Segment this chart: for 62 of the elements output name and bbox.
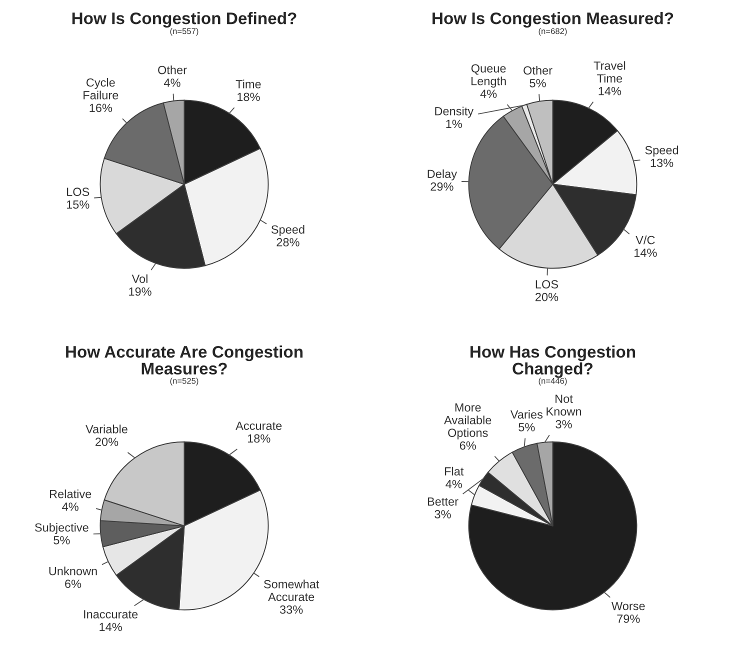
slice-label: Not Known: [546, 394, 582, 416]
data-label: 79%: [617, 614, 640, 623]
slice-label: Variable: [86, 424, 128, 434]
data-label: 3%: [434, 510, 451, 518]
slice-label: Queue Length: [471, 64, 506, 88]
data-label: 18%: [248, 434, 270, 443]
data-label: 4%: [62, 502, 78, 511]
data-label: 3%: [556, 420, 572, 428]
data-label: 20%: [96, 438, 118, 446]
data-label: 4%: [446, 480, 462, 488]
data-label: 33%: [280, 605, 303, 614]
slice-label: Other: [524, 66, 552, 75]
slice-label: Subjective: [34, 523, 88, 534]
chart-title: How Is Congestion Measured?: [432, 12, 674, 28]
slice-label: Density: [435, 106, 474, 118]
data-label: 5%: [530, 79, 546, 88]
slice-label: Flat: [445, 466, 464, 476]
slice-label: LOS: [536, 280, 558, 288]
slice-label: Better: [428, 497, 458, 506]
slice-label: Speed: [271, 225, 304, 236]
slice-label: Worse: [611, 602, 645, 610]
slice-label: Accurate: [236, 422, 282, 430]
data-label: 4%: [480, 90, 497, 98]
slice-label: Unknown: [49, 566, 97, 576]
slice-label: Other: [158, 66, 187, 74]
data-label: 6%: [65, 580, 82, 588]
data-label: 14%: [100, 622, 122, 632]
chart-subtitle: (n=557): [170, 28, 198, 36]
data-label: 14%: [598, 86, 622, 96]
data-label: 1%: [446, 120, 462, 128]
slice-label: Inaccurate: [84, 610, 138, 618]
data-label: 18%: [238, 92, 260, 102]
chart-subtitle: (n=446): [538, 378, 567, 386]
slice-label: Cycle Failure: [84, 78, 118, 100]
slice-label: Relative: [50, 490, 92, 498]
slice-label: LOS: [67, 188, 90, 196]
data-label: 29%: [430, 182, 454, 191]
chart-title: How Accurate Are Congestion Measures?: [66, 346, 303, 375]
chart-title: How Has Congestion Changed?: [470, 346, 636, 378]
chart-subtitle: (n=682): [538, 28, 567, 36]
slice-label: Speed: [645, 146, 678, 157]
data-label: 14%: [634, 248, 657, 257]
data-label: 5%: [518, 423, 535, 432]
slice-label: Delay: [428, 169, 458, 180]
chart-subtitle: (n=525): [170, 378, 198, 386]
slice-label: Time: [236, 80, 261, 88]
slice-label: Varies: [510, 410, 543, 419]
data-label: 13%: [650, 158, 674, 168]
data-label: 28%: [276, 238, 300, 246]
data-label: 16%: [90, 104, 112, 112]
slice-label: Travel Time: [594, 61, 626, 83]
data-label: 4%: [164, 78, 180, 87]
data-label: 15%: [66, 200, 90, 209]
data-label: 5%: [54, 536, 70, 544]
chart-title: How Is Congestion Defined?: [72, 12, 296, 28]
slice-label: V/C: [636, 236, 655, 244]
slice-label: Somewhat Accurate: [264, 580, 320, 602]
data-label: 6%: [460, 441, 476, 450]
slice-label: Vol: [132, 274, 148, 284]
data-label: 20%: [536, 292, 558, 302]
data-label: 19%: [129, 287, 152, 296]
slice-label: More Available Options: [444, 403, 492, 440]
